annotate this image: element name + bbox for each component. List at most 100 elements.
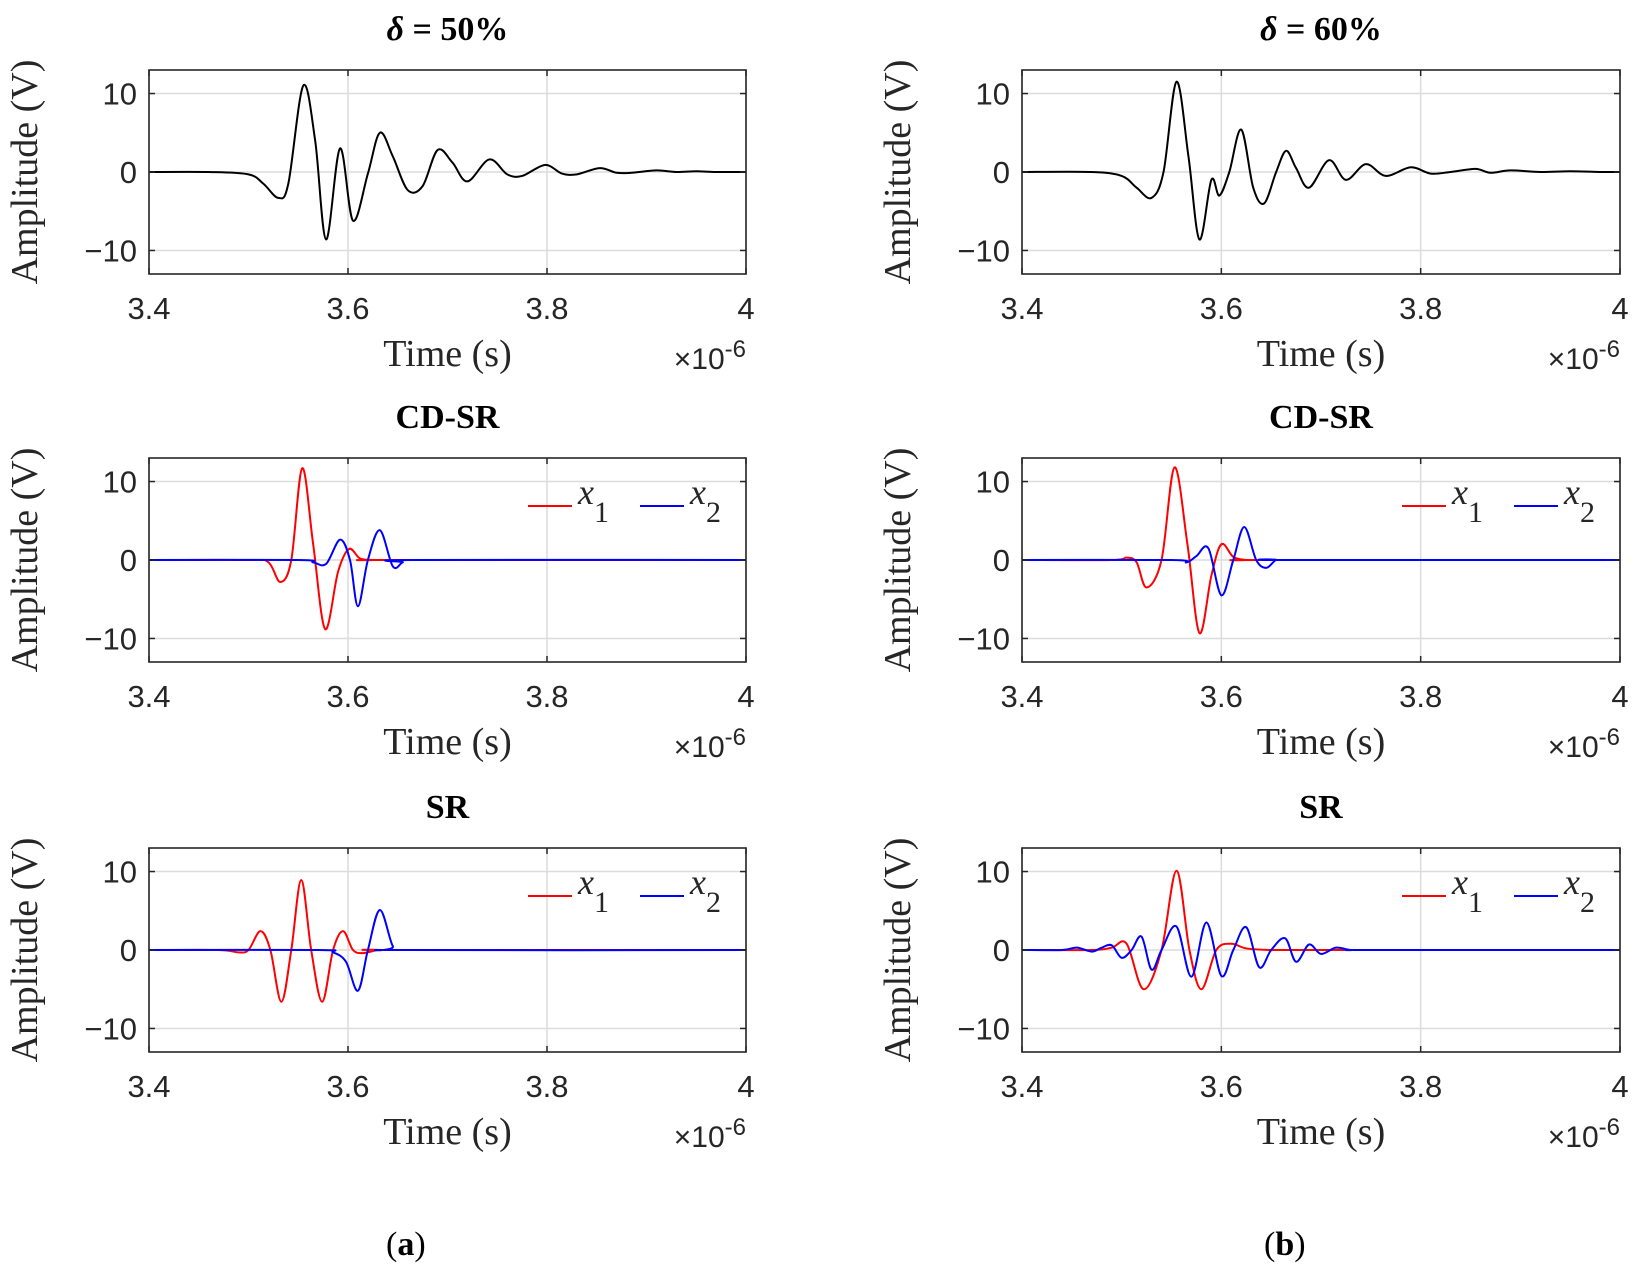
caption-b-close: ) bbox=[1294, 1226, 1306, 1263]
legend-label-x1: x1 bbox=[577, 862, 609, 919]
series-line-x1 bbox=[149, 467, 746, 631]
x-tick-label: 4 bbox=[1611, 291, 1628, 326]
y-axis-label: Amplitude (V) bbox=[4, 60, 46, 285]
x-exponent: ×10-6 bbox=[674, 336, 746, 376]
y-axis-label: Amplitude (V) bbox=[4, 448, 46, 673]
legend-label-var: x bbox=[1451, 472, 1468, 512]
x-tick-label: 4 bbox=[737, 291, 754, 326]
legend-label-x1: x1 bbox=[577, 472, 609, 529]
y-tick-label: 10 bbox=[976, 465, 1010, 500]
x-axis-label: Time (s) bbox=[1257, 1111, 1385, 1153]
title-text: = 60% bbox=[1278, 11, 1382, 48]
title-delta-symbol: δ bbox=[387, 11, 404, 48]
y-tick-label: 10 bbox=[103, 465, 137, 500]
series-group bbox=[149, 879, 746, 1003]
y-tick-label: 0 bbox=[993, 155, 1010, 190]
x-tick-label: 3.8 bbox=[525, 679, 568, 714]
series-line-x2 bbox=[1022, 921, 1620, 978]
y-tick-label: 0 bbox=[120, 543, 137, 578]
caption-a: (a) bbox=[386, 1226, 426, 1264]
y-tick-label: −10 bbox=[84, 1011, 137, 1046]
series-line-x2 bbox=[149, 529, 746, 608]
y-tick-label: −10 bbox=[84, 233, 137, 268]
x-axis-label: Time (s) bbox=[383, 721, 511, 763]
x-tick-label: 3.6 bbox=[326, 1069, 369, 1104]
chart-title: δ = 60% bbox=[1260, 11, 1382, 48]
x-tick-label: 3.4 bbox=[127, 291, 170, 326]
x-exponent-power: -6 bbox=[1599, 1114, 1620, 1141]
series-line-x1 bbox=[1022, 466, 1620, 634]
x-tick-label: 3.8 bbox=[1399, 291, 1442, 326]
legend-label-sub: 2 bbox=[706, 886, 721, 919]
series-line-x2 bbox=[1022, 526, 1620, 597]
y-axis-label: Amplitude (V) bbox=[877, 60, 919, 285]
chart-b-bot: 3.4 3.6 3.8 4 −10 0 10 SR Time (s) Amplitude (V) ×… bbox=[877, 789, 1629, 1154]
legend-label-sub: 1 bbox=[594, 886, 609, 919]
caption-a-close: ) bbox=[414, 1226, 426, 1263]
x-axis-label: Time (s) bbox=[1257, 333, 1385, 375]
x-exponent-power: -6 bbox=[1599, 336, 1620, 363]
legend-label-x2: x2 bbox=[1563, 862, 1595, 919]
x-tick-label: 3.8 bbox=[1399, 1069, 1442, 1104]
x-exponent-base: ×10 bbox=[1548, 343, 1599, 376]
x-exponent: ×10-6 bbox=[1548, 1114, 1620, 1154]
chart-title: SR bbox=[1299, 789, 1343, 826]
legend-label-sub: 2 bbox=[1580, 886, 1595, 919]
series-line-x2 bbox=[149, 908, 746, 992]
y-axis-label: Amplitude (V) bbox=[4, 838, 46, 1063]
x-tick-label: 3.8 bbox=[1399, 679, 1442, 714]
x-exponent-base: ×10 bbox=[1548, 1121, 1599, 1154]
x-tick-label: 3.4 bbox=[127, 679, 170, 714]
y-tick-label: −10 bbox=[957, 621, 1010, 656]
x-exponent-base: ×10 bbox=[674, 731, 725, 764]
series-line-x1 bbox=[149, 879, 746, 1003]
x-exponent-power: -6 bbox=[725, 724, 746, 751]
x-tick-label: 3.6 bbox=[326, 291, 369, 326]
caption-a-letter: a bbox=[397, 1226, 415, 1263]
x-axis-label: Time (s) bbox=[383, 333, 511, 375]
legend-label-var: x bbox=[577, 472, 594, 512]
chart-a-mid: 3.4 3.6 3.8 4 −10 0 10 CD-SR Time (s) Amplitude (… bbox=[4, 399, 755, 764]
series-line-signal bbox=[1022, 80, 1620, 241]
x-exponent-power: -6 bbox=[1599, 724, 1620, 751]
series-group bbox=[149, 467, 746, 631]
x-exponent: ×10-6 bbox=[674, 1114, 746, 1154]
title-text: = 50% bbox=[404, 11, 508, 48]
x-tick-label: 3.4 bbox=[1000, 679, 1043, 714]
x-exponent-base: ×10 bbox=[674, 1121, 725, 1154]
y-tick-label: 10 bbox=[976, 77, 1010, 112]
x-exponent-base: ×10 bbox=[674, 343, 725, 376]
legend-label-var: x bbox=[689, 862, 706, 902]
caption-b-letter: b bbox=[1275, 1226, 1295, 1263]
x-tick-label: 3.6 bbox=[1200, 1069, 1243, 1104]
legend-label-sub: 1 bbox=[1468, 886, 1483, 919]
y-tick-label: 10 bbox=[976, 855, 1010, 890]
series-group bbox=[1022, 80, 1620, 241]
legend-label-x1: x1 bbox=[1451, 862, 1483, 919]
x-tick-label: 4 bbox=[737, 1069, 754, 1104]
legend-label-x2: x2 bbox=[1563, 472, 1595, 529]
y-tick-label: 10 bbox=[103, 855, 137, 890]
y-tick-label: 0 bbox=[993, 543, 1010, 578]
x-exponent-base: ×10 bbox=[1548, 731, 1599, 764]
x-tick-label: 3.8 bbox=[525, 1069, 568, 1104]
series-line-signal bbox=[149, 83, 746, 241]
chart-title: CD-SR bbox=[1269, 399, 1373, 436]
x-tick-label: 4 bbox=[737, 679, 754, 714]
caption-b: (b) bbox=[1264, 1226, 1306, 1264]
x-exponent: ×10-6 bbox=[1548, 724, 1620, 764]
y-tick-label: 0 bbox=[120, 155, 137, 190]
title-delta-symbol: δ bbox=[1260, 11, 1277, 48]
caption-a-open: ( bbox=[386, 1226, 398, 1263]
chart-b-top: 3.4 3.6 3.8 4 −10 0 10 δ = 60% Time (s) Amplitude… bbox=[877, 11, 1629, 376]
y-axis-label: Amplitude (V) bbox=[877, 838, 919, 1063]
x-tick-label: 4 bbox=[1611, 1069, 1628, 1104]
caption-b-open: ( bbox=[1264, 1226, 1276, 1263]
x-tick-label: 3.6 bbox=[1200, 679, 1243, 714]
legend-label-x1: x1 bbox=[1451, 472, 1483, 529]
x-axis-label: Time (s) bbox=[1257, 721, 1385, 763]
chart-a-bot: 3.4 3.6 3.8 4 −10 0 10 SR Time (s) Amplitude (V) ×… bbox=[4, 789, 755, 1154]
chart-title: SR bbox=[426, 789, 470, 826]
x-axis-label: Time (s) bbox=[383, 1111, 511, 1153]
